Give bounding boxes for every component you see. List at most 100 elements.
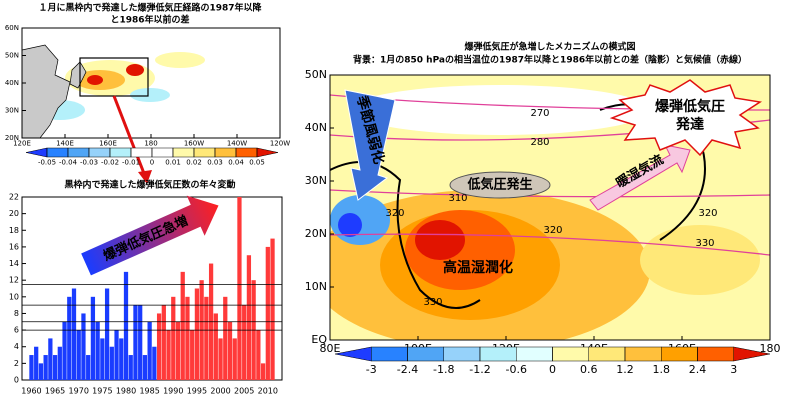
contour-label: 320 (543, 225, 562, 236)
chart-subtitle: 背景：1月の850 hPaの相当温位の1987年以降と1986年以前との差（陰影… (353, 54, 747, 66)
cloud (449, 171, 551, 199)
x-tick-label: 160W (184, 140, 204, 148)
colorbar-label: 0 (549, 363, 556, 376)
y-tick-label: 20 (9, 209, 19, 218)
contour-label: 270 (530, 108, 549, 119)
x-tick-label: 180 (144, 140, 157, 148)
colorbar-label: 0.03 (207, 159, 223, 167)
bar (62, 321, 67, 380)
colorbar-label: -3 (366, 363, 377, 376)
bar (142, 355, 148, 380)
x-tick-label: 2005 (234, 387, 254, 396)
bar (52, 355, 58, 380)
chart-title: 爆弾低気圧が急増したメカニズムの模式図 (464, 41, 635, 53)
bar (81, 313, 86, 380)
colorbar-label: -2.4 (397, 363, 418, 376)
x-tick-label: 1990 (163, 387, 183, 396)
y-tick-label: 12 (9, 276, 19, 285)
bar (90, 296, 96, 380)
colorbar-label: 0.02 (186, 159, 202, 167)
colorbar-cell (697, 346, 734, 362)
x-tick-label: 1995 (187, 387, 207, 396)
colorbar-label: 0.05 (249, 159, 265, 167)
annotation: 低気圧発生 (466, 177, 532, 193)
bar (114, 330, 119, 380)
bar (57, 346, 62, 380)
y-tick-label: 14 (9, 259, 19, 268)
colorbar-cell (46, 147, 69, 158)
colorbar-label: 2.4 (689, 363, 707, 376)
y-tick-label: 16 (9, 242, 19, 251)
bar (223, 296, 228, 380)
y-tick-label: 30N (5, 107, 19, 115)
colorbar-cell (256, 147, 279, 158)
chart-title: 黒枠内で発達した爆弾低気圧数の年々変動 (64, 179, 235, 191)
colorbar-label: 1.8 (653, 363, 671, 376)
y-tick-label: 10N (305, 280, 327, 293)
y-tick-label: 50N (5, 52, 19, 60)
bar (161, 305, 166, 380)
pointer-arrow (112, 95, 147, 177)
colorbar-cell (214, 147, 237, 158)
y-tick-label: 22 (9, 193, 19, 202)
bar (218, 338, 223, 380)
y-tick-label: 60N (5, 24, 19, 32)
colorbar-label: -0.02 (101, 159, 119, 167)
colorbar-label: -0.05 (38, 159, 56, 167)
bar (175, 321, 181, 380)
bar (29, 355, 34, 380)
bar (194, 288, 200, 380)
x-tick-label: 80E (320, 342, 341, 355)
colorbar-cell (235, 147, 258, 158)
bar (237, 197, 242, 380)
y-tick-label: 20N (305, 227, 327, 240)
colorbar-cell (67, 147, 90, 158)
bar (95, 321, 100, 380)
bar (123, 271, 129, 380)
x-tick-label: 160E (99, 140, 117, 148)
bar (232, 338, 237, 380)
bar (67, 296, 72, 380)
y-tick-label: 40N (5, 79, 19, 87)
colorbar-cell (479, 346, 517, 362)
annotation: 高温湿潤化 (443, 259, 513, 276)
x-tick-label: 1960 (21, 387, 41, 396)
colorbar-cell (172, 147, 195, 158)
pointer-arrow-head (138, 170, 152, 184)
bar (246, 255, 252, 380)
colorbar-cell (193, 147, 216, 158)
map-frame (329, 74, 771, 341)
colorbar-label: -0.04 (59, 159, 78, 167)
x-tick-label: 140W (227, 140, 247, 148)
map-shading (330, 75, 770, 340)
bar-frame (21, 196, 283, 381)
colorbar-cell (588, 346, 626, 362)
monsoon-arrow (344, 89, 396, 201)
x-tick-label: 1975 (92, 387, 112, 396)
x-tick-label: 1980 (116, 387, 136, 396)
colorbar-cell (407, 346, 444, 362)
y-tick-label: 20N (5, 134, 19, 142)
x-tick-label: 120E (13, 140, 31, 148)
colorbar-label: 1.2 (616, 363, 634, 376)
annotation: 爆弾低気圧急増 (101, 213, 191, 265)
y-tick-label: 40N (305, 121, 327, 134)
colorbar-label: 0.04 (228, 159, 244, 167)
contour-label: 280 (530, 137, 549, 148)
bar (138, 305, 143, 380)
x-tick-label: 140E (56, 140, 74, 148)
y-tick-label: 2 (14, 359, 19, 368)
bar (185, 296, 190, 380)
colorbar-cell (552, 346, 589, 362)
bar (256, 330, 261, 380)
bar (204, 296, 209, 380)
warm-flow-arrow (589, 144, 691, 211)
chart-title: １月に黒枠内で発達した爆弾低気圧経路の1987年以降 (38, 2, 262, 14)
bar (270, 238, 275, 380)
bar (48, 338, 53, 380)
bar (133, 305, 138, 380)
colorbar-label: -0.6 (506, 363, 527, 376)
colorbar-label: 0.01 (165, 159, 181, 167)
bar (147, 321, 152, 380)
bar (265, 246, 270, 380)
